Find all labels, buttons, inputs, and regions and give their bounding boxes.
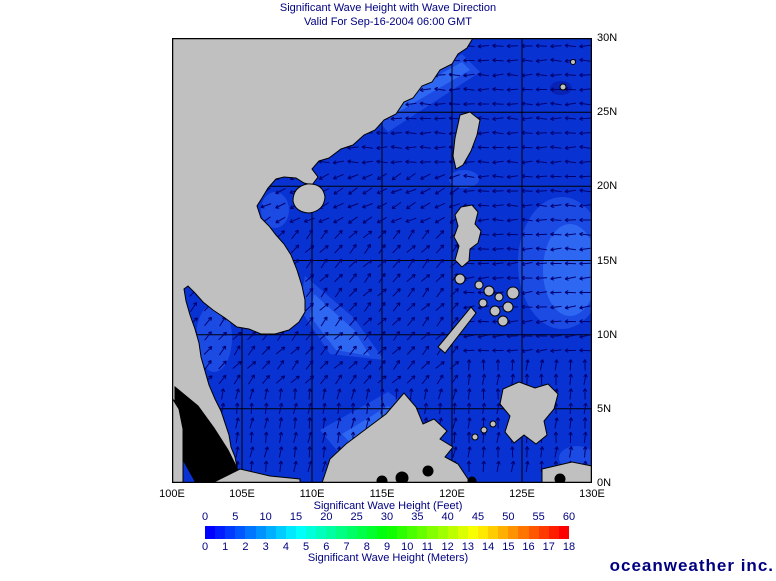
meters-tick-label: 3: [262, 541, 269, 553]
colorbar-segment: [346, 526, 357, 539]
colorbar-segment: [498, 526, 509, 539]
colorbar-segment: [407, 526, 418, 539]
feet-tick-label: 45: [471, 511, 485, 523]
legend-meters-ticks: 0 1 2 3 4 5 6 7 8 9 10 11 12 13 14 15 16 17 18: [201, 541, 575, 553]
meters-tick-label: 11: [421, 541, 434, 553]
feet-tick-label: 40: [441, 511, 454, 523]
feet-tick-label: 20: [320, 511, 333, 523]
meters-tick-label: 5: [303, 541, 310, 553]
lat-label: 30N: [597, 32, 618, 44]
lon-label: 100E: [159, 488, 185, 500]
lat-label: 25N: [597, 106, 618, 119]
lon-label: 110E: [299, 488, 325, 500]
lat-label: 20N: [597, 180, 618, 193]
colorbar-segment: [457, 526, 468, 539]
colorbar-segment: [326, 526, 337, 539]
meters-tick-label: 14: [481, 541, 495, 553]
lon-label: 130E: [579, 488, 605, 500]
feet-tick-label: 55: [532, 511, 545, 523]
map-canvas: [171, 37, 606, 487]
meters-tick-label: 1: [222, 541, 229, 553]
colorbar-segment: [437, 526, 448, 539]
colorbar-segment: [477, 526, 489, 539]
meters-tick-label: 7: [343, 541, 350, 553]
colorbar-segment: [235, 526, 246, 539]
lon-label: 105E: [229, 488, 255, 500]
colorbar-segment: [225, 526, 236, 539]
colorbar-segment: [427, 526, 438, 539]
colorbar-segment: [285, 526, 296, 539]
colorbar-segment: [205, 526, 216, 539]
colorbar-segment: [245, 526, 256, 539]
colorbar-segment: [548, 526, 559, 539]
meters-tick-label: 16: [522, 541, 535, 553]
feet-tick-label: 30: [380, 511, 394, 523]
meters-tick-label: 4: [282, 541, 289, 553]
meters-tick-label: 2: [242, 541, 249, 553]
colorbar-segment: [538, 526, 549, 539]
colorbar-segment: [528, 526, 539, 539]
lat-label: 5N: [597, 402, 612, 415]
meters-tick-label: 6: [323, 541, 330, 553]
colorbar-segment: [558, 526, 569, 539]
lon-label: 115E: [369, 488, 395, 500]
legend-feet-ticks: 0 5 10 15 20 25 30 35 40 45 50 55 60: [201, 511, 575, 523]
colorbar-segment: [275, 526, 286, 539]
colorbar-segment: [255, 526, 266, 539]
feet-tick-label: 60: [562, 511, 576, 523]
feet-tick-label: 25: [350, 511, 363, 523]
feet-tick-label: 5: [232, 511, 239, 523]
colorbar-segment: [376, 526, 387, 539]
map-border: [171, 37, 593, 484]
lat-label: 0N: [597, 477, 612, 489]
feet-tick-label: 35: [411, 511, 424, 523]
meters-tick-label: 15: [502, 541, 515, 553]
lon-label: 125E: [509, 488, 535, 500]
colorbar-segment: [386, 526, 398, 539]
colorbar-segment: [397, 526, 408, 539]
feet-tick-label: 50: [502, 511, 515, 523]
colorbar-segment: [417, 526, 428, 539]
colorbar-segment: [447, 526, 458, 539]
feet-tick-label: 0: [201, 511, 209, 523]
colorbar-segment: [336, 526, 347, 539]
oceanweather-logo: oceanweather inc.: [609, 556, 774, 575]
colorbar-segment: [467, 526, 478, 539]
lon-label: 120E: [439, 488, 465, 500]
meters-tick-label: 9: [383, 541, 391, 553]
colorbar-segment: [488, 526, 499, 539]
meters-tick-label: 8: [363, 541, 370, 553]
meters-tick-label: 18: [562, 541, 576, 553]
wave-map-svg: [171, 37, 606, 487]
valid-time-subtitle: Valid For Sep-16-2004 06:00 GMT: [304, 16, 472, 28]
colorbar-segment: [508, 526, 519, 539]
colorbar-segment: [518, 526, 529, 539]
colorbar-segment: [265, 526, 276, 539]
colorbar-segment: [316, 526, 327, 539]
meters-tick-label: 12: [441, 541, 454, 553]
legend-colorbar: [205, 526, 569, 539]
lat-label: 15N: [597, 254, 618, 267]
feet-tick-label: 15: [289, 511, 303, 523]
meters-tick-label: 0: [201, 541, 209, 553]
colorbar-segment: [215, 526, 226, 539]
meters-tick-label: 17: [542, 541, 555, 553]
lat-label: 10N: [597, 328, 618, 341]
colorbar-segment: [306, 526, 317, 539]
meters-tick-label: 10: [401, 541, 414, 553]
chart-title: Significant Wave Height with Wave Direct…: [279, 2, 497, 14]
colorbar-segment: [295, 526, 307, 539]
colorbar-segment: [356, 526, 367, 539]
legend-meters-title: Significant Wave Height (Meters): [307, 552, 469, 564]
feet-tick-label: 10: [259, 511, 272, 523]
meters-tick-label: 13: [461, 541, 474, 553]
colorbar-segment: [366, 526, 377, 539]
legend-feet-title: Significant Wave Height (Feet): [313, 500, 463, 512]
